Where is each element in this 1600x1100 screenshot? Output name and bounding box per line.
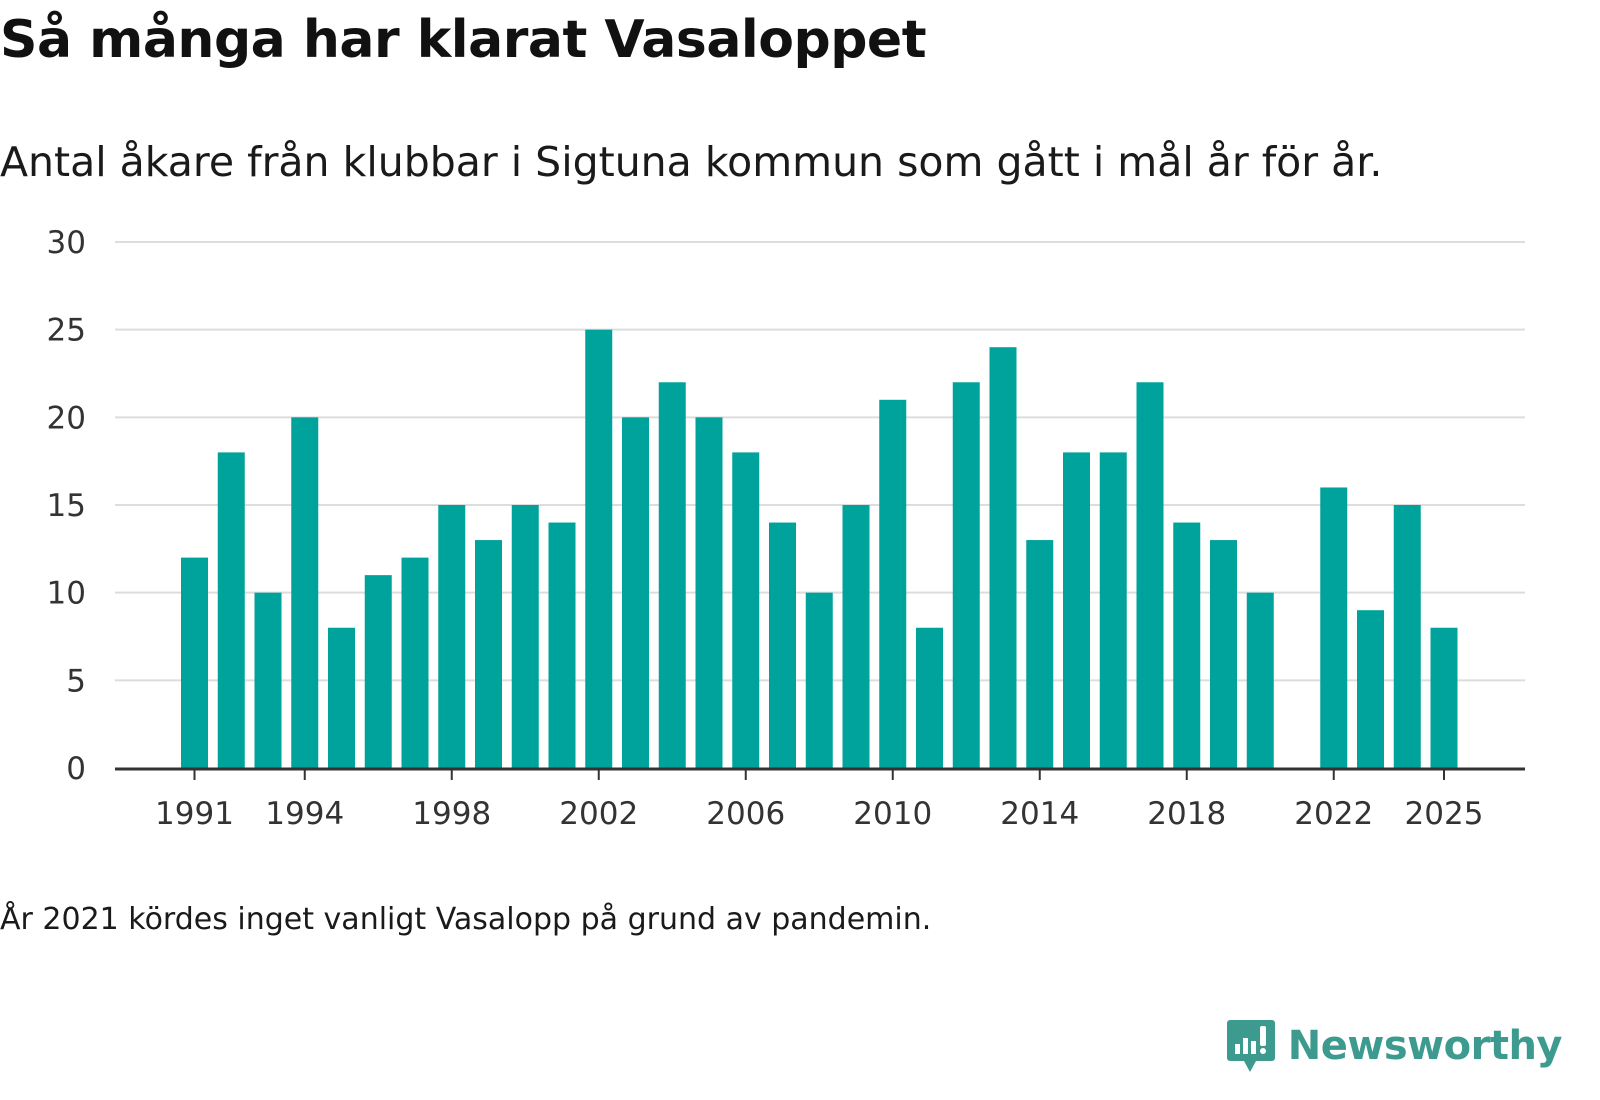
bar-2011 [916,627,943,768]
bar-2015 [1063,452,1090,768]
bar-2024 [1393,505,1421,768]
x-tick-label: 2006 [706,796,785,832]
bar-2007 [769,522,796,768]
y-axis-ticks: 0 5 10 15 20 25 30 [47,225,86,787]
y-tick-label: 20 [47,400,86,436]
bar-1992 [217,452,245,768]
x-tick-label: 2018 [1147,796,1226,832]
bar-2018 [1173,522,1201,768]
bar-2023 [1357,610,1384,768]
bar-2025 [1430,627,1458,768]
y-tick-label: 25 [47,313,86,349]
bar-1993 [254,592,282,768]
bar-2004 [658,382,686,768]
bar-2005 [695,417,723,768]
y-tick-label: 0 [66,751,86,787]
bar-2014 [1026,540,1054,768]
bar-1996 [364,575,392,768]
bar-2001 [548,522,576,768]
bar-2019 [1210,540,1237,768]
bar-2022 [1320,487,1348,768]
x-axis-ticks: 1991 1994 1998 2002 2006 2010 2014 2018 2022 2025 [155,769,1483,832]
y-tick-label: 30 [47,225,86,261]
bar-1994 [291,417,319,768]
bar-1999 [475,540,502,768]
brand-name: Newsworthy [1287,1023,1563,1069]
y-tick-label: 15 [47,488,86,524]
x-tick-label: 2014 [1000,796,1079,832]
x-tick-label: 2002 [559,796,638,832]
bar-2000 [511,505,539,768]
x-tick-label: 2022 [1294,796,1373,832]
chart-subtitle: Antal åkare från klubbar i Sigtuna kommu… [0,138,1383,186]
bar-2003 [622,417,649,768]
bar-2009 [842,505,870,768]
x-tick-label: 1994 [265,796,344,832]
bar-1997 [401,557,429,768]
bars [181,329,1458,768]
bar-2013 [989,347,1017,768]
bar-2016 [1099,452,1127,768]
bar-2012 [952,382,980,768]
chart-title: Så många har klarat Vasaloppet [0,10,927,70]
bar-2008 [805,592,833,768]
x-tick-label: 1998 [412,796,491,832]
bar-1998 [438,505,466,768]
footnote: År 2021 kördes inget vanligt Vasalopp på… [0,902,932,937]
x-tick-label: 2025 [1405,796,1484,832]
bar-1991 [181,557,208,768]
brand-logo: Newsworthy [1226,1018,1563,1074]
bar-2017 [1136,382,1164,768]
bar-2002 [585,329,613,768]
y-tick-label: 10 [47,576,86,612]
y-tick-label: 5 [66,663,86,699]
bar-1995 [328,627,355,768]
newsworthy-logo-icon [1226,1020,1275,1072]
bar-2020 [1246,592,1274,768]
x-tick-label: 2010 [853,796,932,832]
bar-2010 [879,399,907,768]
bar-2006 [732,452,760,768]
x-tick-label: 1991 [155,796,234,832]
